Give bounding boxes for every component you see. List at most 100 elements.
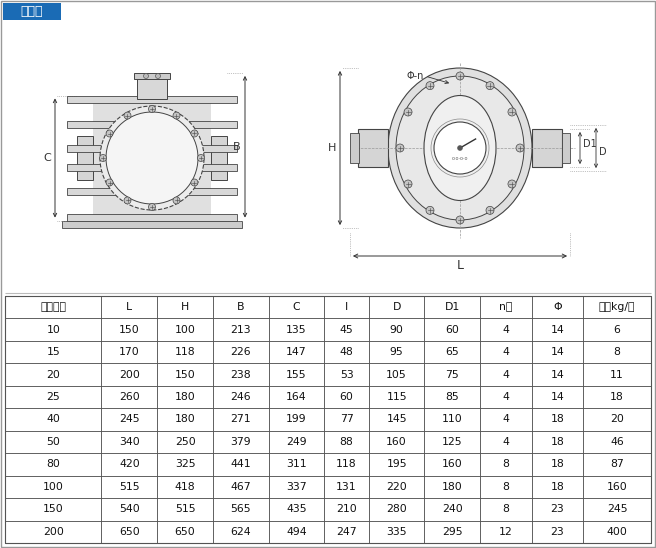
Text: 8: 8 bbox=[502, 482, 509, 492]
Circle shape bbox=[106, 130, 113, 137]
Bar bbox=[67, 164, 237, 171]
Text: 48: 48 bbox=[340, 347, 354, 357]
Text: 50: 50 bbox=[47, 437, 60, 447]
Text: 515: 515 bbox=[174, 504, 195, 515]
Text: 540: 540 bbox=[119, 504, 140, 515]
Text: 20: 20 bbox=[47, 369, 60, 380]
Text: 18: 18 bbox=[550, 482, 564, 492]
Circle shape bbox=[486, 207, 494, 214]
Circle shape bbox=[457, 146, 462, 151]
Text: 88: 88 bbox=[340, 437, 354, 447]
Circle shape bbox=[197, 155, 205, 162]
Circle shape bbox=[426, 82, 434, 90]
Text: 150: 150 bbox=[43, 504, 64, 515]
Text: 23: 23 bbox=[550, 504, 564, 515]
Text: 12: 12 bbox=[499, 527, 513, 537]
Text: 14: 14 bbox=[550, 369, 564, 380]
Text: 40: 40 bbox=[47, 414, 60, 425]
Text: 441: 441 bbox=[230, 459, 251, 470]
Circle shape bbox=[404, 180, 412, 188]
Text: 4: 4 bbox=[502, 324, 509, 335]
Text: 418: 418 bbox=[174, 482, 195, 492]
Circle shape bbox=[100, 106, 204, 210]
Text: 4: 4 bbox=[502, 392, 509, 402]
Text: 155: 155 bbox=[286, 369, 307, 380]
Text: 重量kg/台: 重量kg/台 bbox=[599, 302, 635, 312]
Text: 18: 18 bbox=[610, 392, 624, 402]
Bar bbox=[532, 129, 562, 167]
Text: 14: 14 bbox=[550, 347, 564, 357]
Bar bbox=[562, 133, 570, 163]
Circle shape bbox=[148, 203, 155, 210]
Text: 95: 95 bbox=[390, 347, 403, 357]
Text: 10: 10 bbox=[47, 324, 60, 335]
Text: 340: 340 bbox=[119, 437, 140, 447]
Text: 18: 18 bbox=[550, 437, 564, 447]
Text: 100: 100 bbox=[174, 324, 195, 335]
Bar bbox=[93, 99, 211, 217]
Text: 23: 23 bbox=[550, 527, 564, 537]
Text: 210: 210 bbox=[337, 504, 357, 515]
Text: 60: 60 bbox=[340, 392, 354, 402]
Text: 4: 4 bbox=[502, 347, 509, 357]
Text: 250: 250 bbox=[174, 437, 195, 447]
Text: 118: 118 bbox=[174, 347, 195, 357]
Text: 105: 105 bbox=[386, 369, 407, 380]
Circle shape bbox=[106, 179, 113, 186]
Text: 20: 20 bbox=[610, 414, 624, 425]
Circle shape bbox=[516, 144, 524, 152]
Text: 400: 400 bbox=[607, 527, 628, 537]
Circle shape bbox=[456, 72, 464, 80]
Text: 379: 379 bbox=[230, 437, 251, 447]
FancyBboxPatch shape bbox=[3, 3, 61, 20]
Bar bbox=[134, 73, 170, 79]
Text: H: H bbox=[327, 143, 336, 153]
Text: 87: 87 bbox=[610, 459, 624, 470]
Text: 494: 494 bbox=[286, 527, 307, 537]
Text: 75: 75 bbox=[445, 369, 459, 380]
Text: D1: D1 bbox=[583, 139, 597, 149]
Bar bbox=[67, 95, 237, 102]
Text: 246: 246 bbox=[230, 392, 251, 402]
Text: 125: 125 bbox=[442, 437, 462, 447]
Text: 435: 435 bbox=[286, 504, 307, 515]
Text: 145: 145 bbox=[386, 414, 407, 425]
Text: D1: D1 bbox=[445, 302, 460, 312]
Text: 160: 160 bbox=[607, 482, 627, 492]
Text: 247: 247 bbox=[337, 527, 357, 537]
Text: 280: 280 bbox=[386, 504, 407, 515]
Circle shape bbox=[124, 112, 131, 119]
Text: B: B bbox=[234, 142, 241, 152]
Text: 60: 60 bbox=[445, 324, 459, 335]
Text: Φ-n: Φ-n bbox=[407, 71, 424, 81]
Text: 271: 271 bbox=[230, 414, 251, 425]
Text: 200: 200 bbox=[43, 527, 64, 537]
Text: o·o·o·o: o·o·o·o bbox=[452, 156, 468, 161]
Text: 150: 150 bbox=[119, 324, 140, 335]
Text: 624: 624 bbox=[230, 527, 251, 537]
Text: 213: 213 bbox=[230, 324, 251, 335]
Circle shape bbox=[396, 144, 404, 152]
Text: 4: 4 bbox=[502, 437, 509, 447]
Text: 420: 420 bbox=[119, 459, 140, 470]
Ellipse shape bbox=[424, 95, 496, 201]
Circle shape bbox=[508, 180, 516, 188]
Text: 311: 311 bbox=[286, 459, 307, 470]
Bar bbox=[211, 136, 227, 180]
Text: 6: 6 bbox=[613, 324, 621, 335]
Text: 80: 80 bbox=[47, 459, 60, 470]
Text: 8: 8 bbox=[502, 504, 509, 515]
Text: 245: 245 bbox=[119, 414, 140, 425]
Ellipse shape bbox=[396, 76, 524, 220]
Text: 226: 226 bbox=[230, 347, 251, 357]
Text: 180: 180 bbox=[174, 414, 195, 425]
Text: 118: 118 bbox=[337, 459, 357, 470]
Text: 160: 160 bbox=[442, 459, 462, 470]
Circle shape bbox=[434, 122, 486, 174]
Text: 铸铁型: 铸铁型 bbox=[21, 5, 43, 18]
Bar bbox=[350, 133, 359, 163]
Text: 650: 650 bbox=[174, 527, 195, 537]
Text: 131: 131 bbox=[337, 482, 357, 492]
Circle shape bbox=[486, 82, 494, 90]
Text: B: B bbox=[237, 302, 245, 312]
